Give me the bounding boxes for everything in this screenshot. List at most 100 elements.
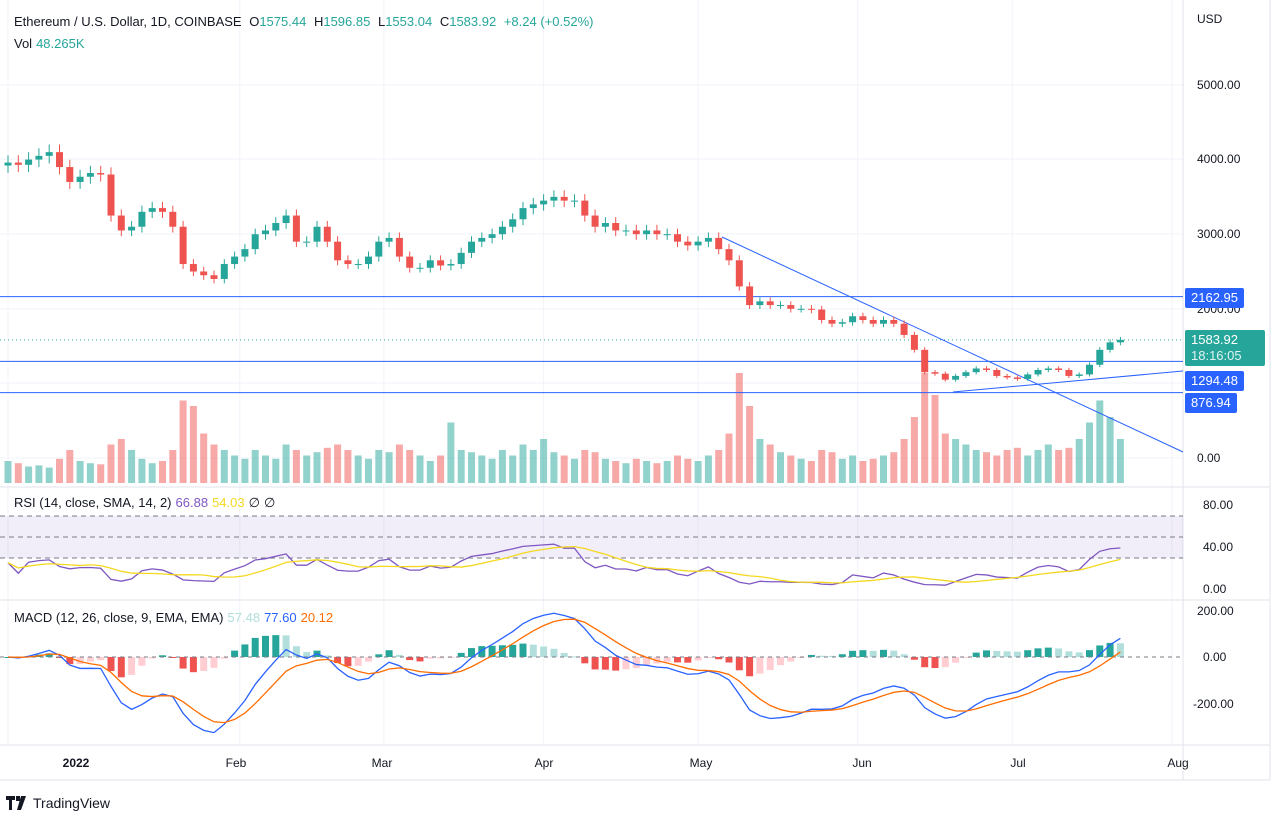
macd-histogram-bar — [385, 650, 393, 657]
volume-bar — [632, 458, 640, 483]
macd-histogram-bar — [1024, 650, 1032, 657]
macd-histogram-bar — [983, 650, 990, 657]
macd-histogram-bar — [220, 657, 228, 659]
macd-histogram-bar — [787, 657, 795, 662]
candle-body — [189, 264, 197, 272]
volume-bar — [498, 450, 506, 483]
candle-body — [406, 256, 414, 268]
volume-bar — [4, 461, 12, 483]
volume-bar — [148, 463, 156, 483]
volume-bar — [457, 450, 465, 483]
candle-body — [849, 316, 857, 323]
candle-body — [66, 167, 74, 182]
rsi-line — [7, 543, 1121, 586]
candle-body — [581, 200, 589, 216]
volume-bar — [406, 450, 414, 483]
volume-bar — [828, 452, 836, 483]
tradingview-logo[interactable]: TradingView — [6, 795, 110, 811]
macd-histogram-bar — [478, 646, 486, 657]
macd-signal-line — [7, 618, 1121, 724]
volume-bar — [674, 455, 681, 483]
candle-body — [622, 230, 630, 232]
volume-bar — [272, 458, 280, 483]
volume-legend: Vol 48.265K — [14, 36, 89, 51]
candle-body — [787, 305, 795, 309]
candle-body — [684, 241, 692, 246]
volume-bar — [251, 450, 259, 483]
volume-bar — [1055, 450, 1063, 483]
volume-bar — [1065, 447, 1073, 483]
macd-histogram-bar — [910, 657, 918, 660]
volume-bar — [787, 455, 795, 483]
candle-body — [519, 208, 527, 220]
candle-body — [344, 260, 352, 265]
candle-body — [200, 271, 208, 276]
candle-body — [107, 174, 115, 216]
candle-body — [983, 368, 990, 370]
volume-bar — [1116, 439, 1124, 483]
trend-line-down — [721, 236, 1184, 453]
candle-body — [766, 301, 774, 306]
macd-histogram-bar — [365, 657, 372, 662]
macd-histogram-bar — [1044, 647, 1052, 657]
candle-body — [375, 241, 383, 257]
volume-bar — [1034, 450, 1042, 483]
chart-canvas[interactable] — [0, 0, 1283, 790]
candle-body — [128, 226, 136, 231]
volume-bar — [941, 433, 949, 483]
candle-body — [1106, 342, 1114, 350]
macd-value: 77.60 — [264, 610, 297, 625]
macd-histogram-bar — [282, 635, 290, 657]
macd-histogram-bar — [828, 655, 836, 657]
candle-body — [571, 200, 578, 202]
candle-body — [488, 234, 496, 238]
volume-bar — [385, 452, 393, 483]
macd-histogram-bar — [591, 657, 599, 670]
macd-histogram-bar — [777, 657, 784, 666]
macd-histogram-bar — [1003, 651, 1011, 657]
volume-bar — [365, 458, 372, 483]
macd-histogram-bar — [694, 657, 702, 661]
candle-body — [447, 264, 455, 266]
candle-body — [807, 308, 815, 310]
macd-histogram-bar — [45, 653, 53, 657]
candle-body — [25, 159, 33, 165]
level-tag-876: 876.94 — [1185, 393, 1237, 413]
macd-histogram-bar — [941, 657, 949, 668]
volume-bar — [571, 458, 578, 483]
close-value: 1583.92 — [449, 14, 497, 29]
candle-body — [292, 215, 300, 242]
volume-bar — [117, 439, 125, 483]
macd-histogram-bar — [159, 655, 166, 657]
price-tick: 4000.00 — [1197, 152, 1241, 166]
candle-body — [704, 237, 712, 242]
volume-bar — [488, 458, 496, 483]
candle-body — [560, 196, 568, 201]
price-tick: 3000.00 — [1197, 227, 1241, 241]
volume-bar — [890, 452, 898, 483]
macd-histogram-bar — [1106, 642, 1114, 657]
price-tick: 5000.00 — [1197, 78, 1241, 92]
trend-line-up — [952, 370, 1184, 393]
candle-body — [1055, 368, 1063, 370]
volume-bar — [797, 458, 805, 483]
macd-histogram-bar — [468, 648, 475, 657]
candle-body — [1013, 377, 1021, 379]
candle-body — [1096, 349, 1104, 365]
macd-histogram-bar — [148, 657, 156, 659]
c-label: C — [439, 14, 450, 29]
volume-bar — [601, 458, 609, 483]
volume-bar — [220, 450, 228, 483]
close-label: C1583.92 — [440, 14, 496, 29]
candle-body — [210, 275, 218, 279]
candle-body — [880, 319, 887, 324]
candle-body — [416, 267, 424, 269]
macd-histogram-bar — [488, 645, 496, 657]
rsi-sma-line — [7, 545, 1121, 584]
macd-tick: 200.00 — [1197, 604, 1234, 618]
macd-histogram-bar — [756, 657, 764, 674]
candle-body — [890, 319, 898, 324]
macd-histogram-bar — [1116, 643, 1124, 657]
candle-body — [385, 237, 393, 242]
volume-bar — [540, 439, 548, 483]
